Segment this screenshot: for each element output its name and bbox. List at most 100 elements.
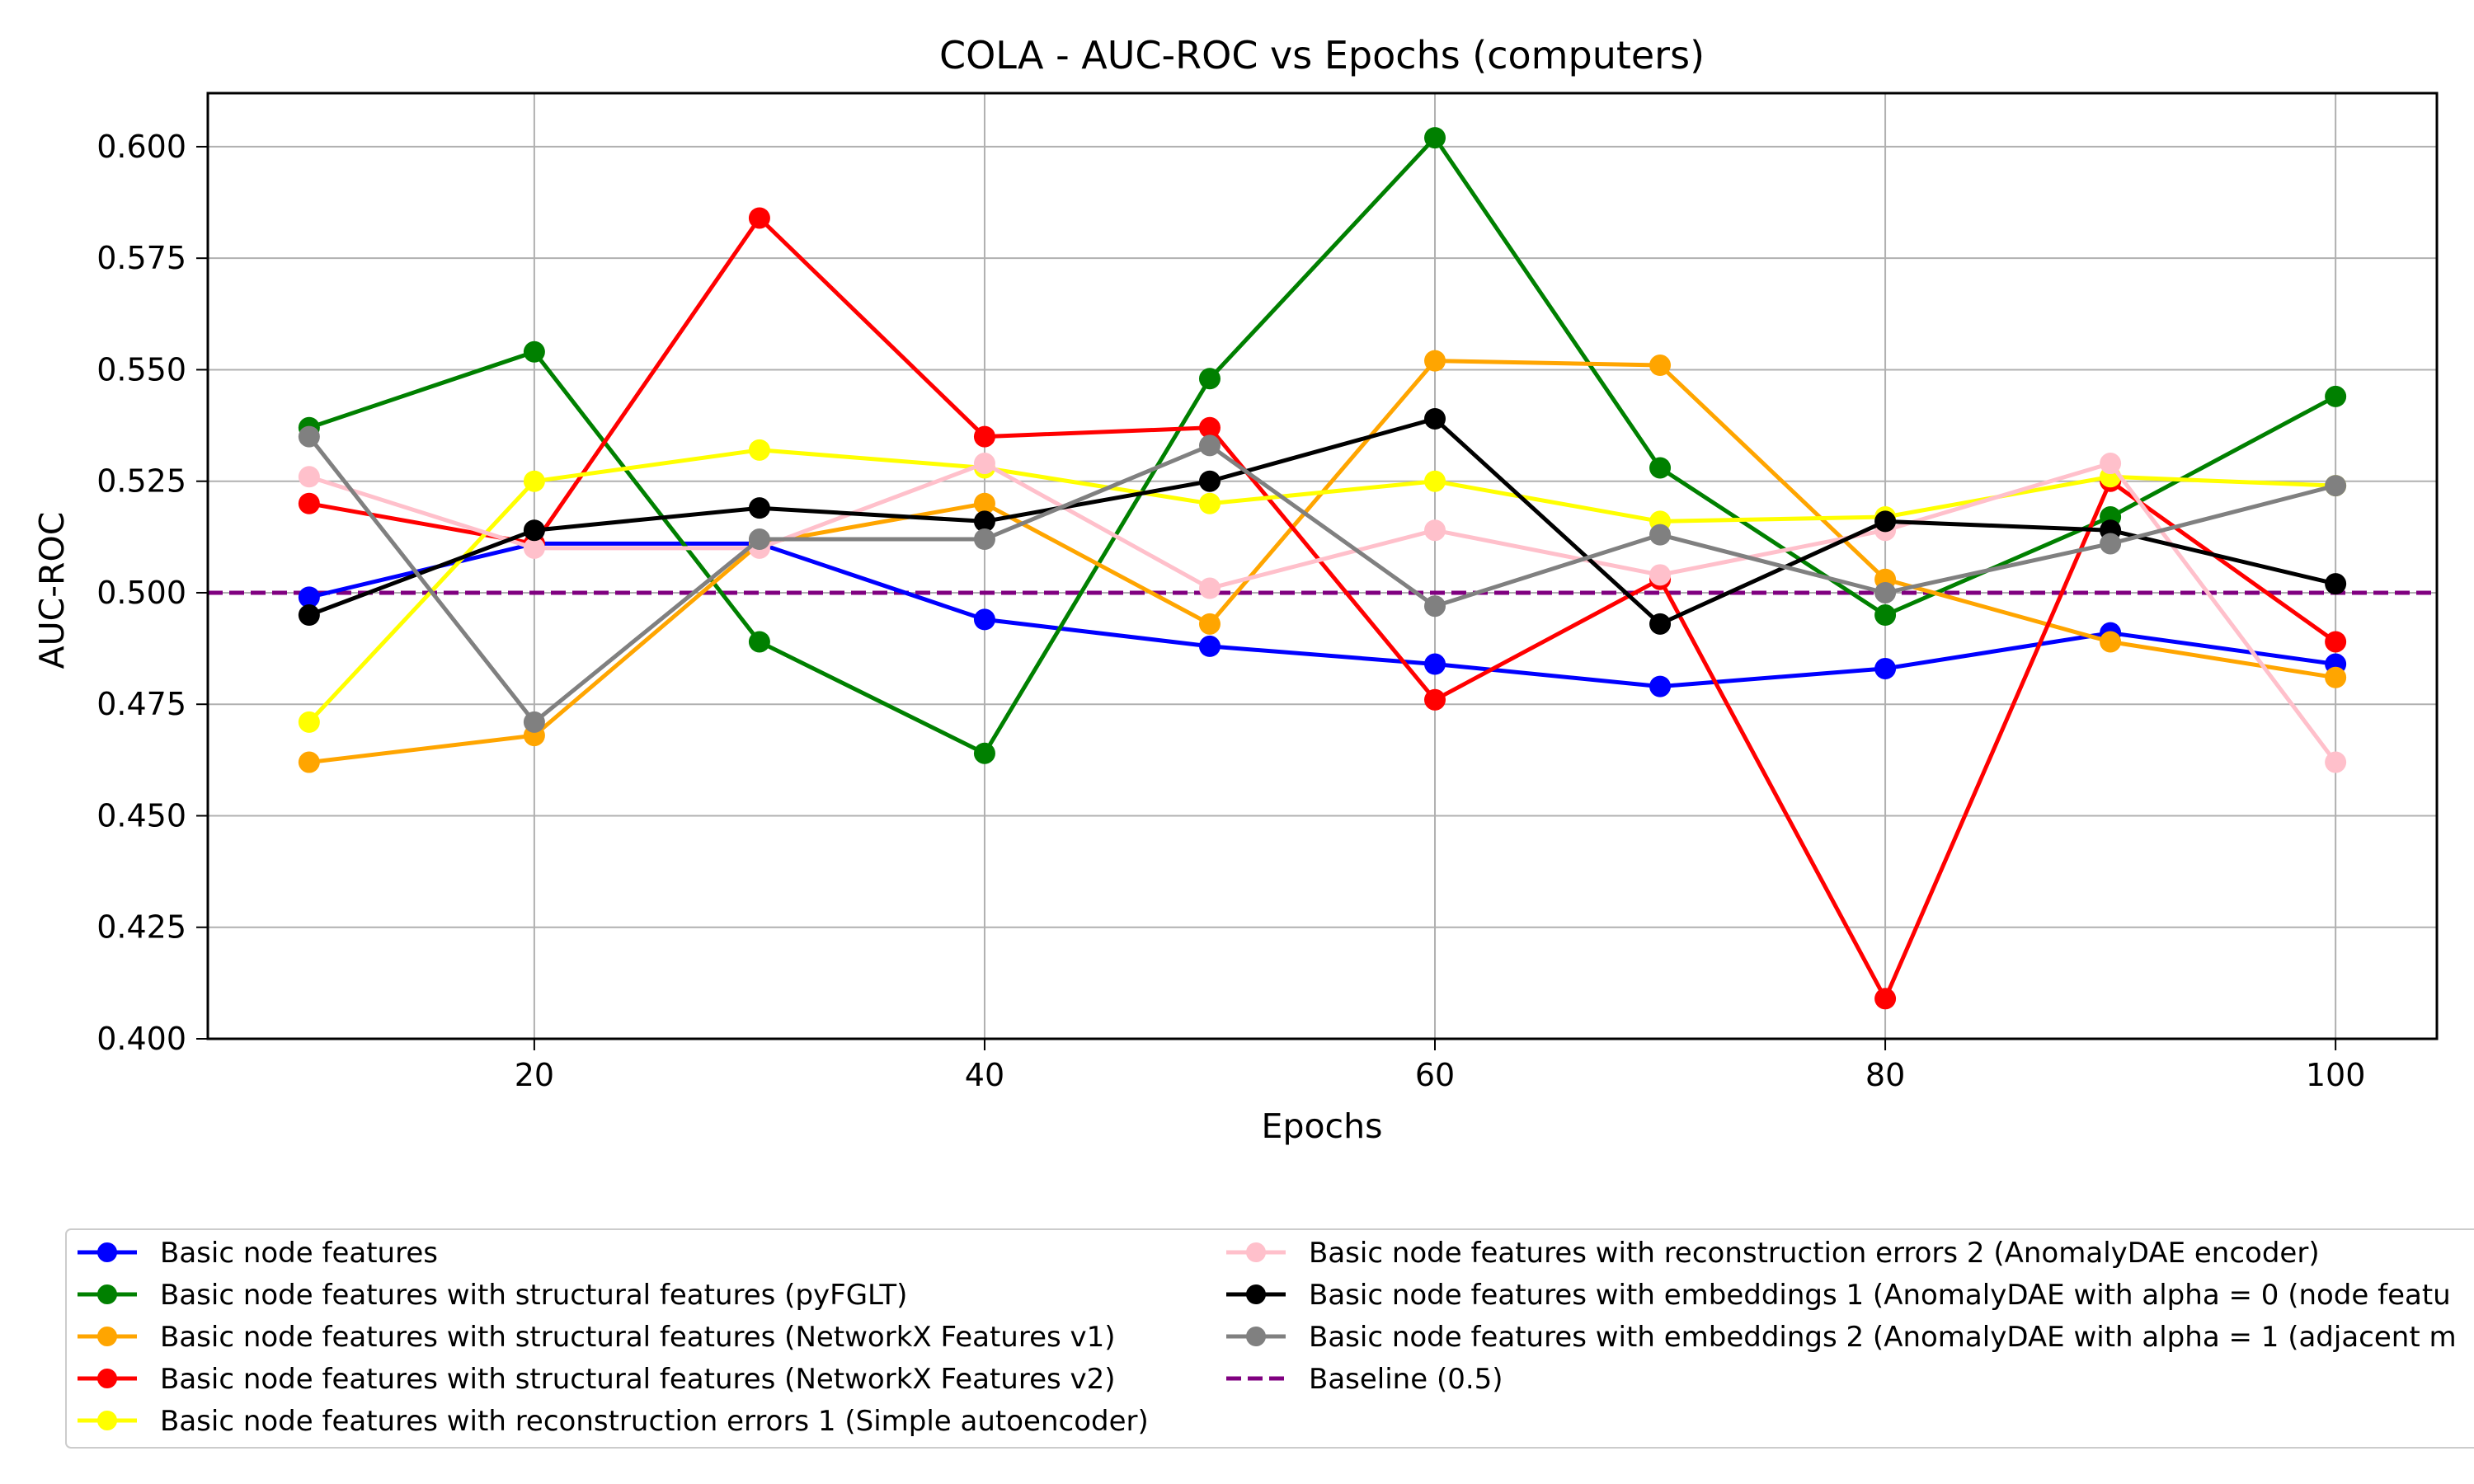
data-point [2325,475,2347,497]
data-point [1424,407,1446,430]
legend-label: Basic node features [160,1237,438,1270]
legend-label: Basic node features with structural feat… [160,1363,1116,1396]
data-point [973,742,995,764]
data-point [1874,604,1897,627]
legend-swatch-marker [97,1411,117,1430]
legend-label: Basic node features with reconstruction … [160,1405,1149,1438]
data-point [298,425,320,448]
legend-entry: Basic node features with structural feat… [78,1321,1116,1354]
series-line [307,435,2336,725]
data-point [748,497,770,519]
data-point [1874,657,1897,679]
legend-entry: Basic node features with embeddings 2 (A… [1226,1321,2457,1354]
data-point [523,537,545,559]
x-tick-label: 40 [965,1057,1004,1093]
y-tick-label: 0.500 [96,575,186,611]
legend-swatch-marker [97,1242,117,1262]
x-tick-label: 100 [2306,1057,2366,1093]
data-point [1874,988,1897,1010]
data-point [1649,355,1672,377]
y-tick-label: 0.600 [96,129,186,165]
legend-entry: Basic node features with reconstruction … [1226,1237,2320,1270]
series-line [308,135,2337,756]
data-point [298,604,320,627]
data-point [2325,666,2347,688]
data-point [973,425,995,448]
data-point [1649,675,1672,697]
data-point [2100,533,2122,555]
data-point [1198,434,1221,457]
legend-swatch-marker [1246,1242,1266,1262]
data-point [2100,631,2122,653]
series-2 [298,127,2347,764]
legend-swatch-marker [97,1369,117,1388]
x-tick-label: 80 [1865,1057,1905,1093]
series-line [308,541,2336,689]
y-axis-label: AUC-ROC [32,512,72,669]
series-6 [298,453,2347,773]
legend-swatch-marker [1246,1327,1266,1346]
legend-label: Basic node features with embeddings 1 (A… [1309,1279,2451,1312]
data-point [523,711,545,733]
legend-entry: Basic node features with structural feat… [78,1279,907,1312]
data-point [1649,564,1672,586]
data-point [298,492,320,514]
data-point [1198,635,1221,657]
y-tick-label: 0.425 [96,909,186,946]
plot-frame [206,92,2439,1040]
legend-swatch-marker [97,1284,117,1304]
data-point [1424,127,1446,149]
data-point [1424,595,1446,618]
y-tick-label: 0.450 [96,797,186,834]
data-point [1198,613,1221,635]
data-point [748,528,770,551]
data-point [973,510,995,533]
data-point [1874,581,1897,603]
data-point [748,631,770,653]
data-point [1874,510,1897,533]
series-layer [298,127,2347,1010]
data-point [1198,577,1221,599]
data-point [2325,573,2347,595]
ticks: 20 40 60 80 100 0.400 0.425 0.450 0.475 0.500 0.52… [96,129,2365,1093]
legend-entry: Basic node features [78,1237,438,1270]
legend-items: Basic node features Basic node features w… [78,1237,2457,1438]
legend-label: Basic node features with structural feat… [160,1321,1116,1354]
series-7 [298,407,2347,635]
data-point [1424,350,1446,372]
data-point [1198,368,1221,390]
data-point [748,207,770,229]
data-point [298,711,320,733]
data-point [1649,457,1672,479]
data-point [973,453,995,475]
legend-entry: Basic node features with structural feat… [78,1363,1116,1396]
series-line [308,448,2336,724]
legend-label: Baseline (0.5) [1309,1363,1503,1396]
data-point [973,528,995,551]
legend-swatch-marker [1246,1284,1266,1304]
legend-entry: Baseline (0.5) [1226,1363,1503,1396]
data-point [298,586,320,608]
legend: Basic node features Basic node features w… [65,1228,2474,1449]
data-point [1424,470,1446,492]
legend-label: Basic node features with embeddings 2 (A… [1309,1321,2457,1354]
legend-label: Basic node features with structural feat… [160,1279,907,1312]
series-4 [298,207,2347,1010]
data-point [298,751,320,773]
x-tick-label: 20 [515,1057,554,1093]
data-point [1424,688,1446,711]
data-point [2100,453,2122,475]
data-point [1424,519,1446,542]
data-point [523,340,545,363]
data-point [298,466,320,488]
legend-label: Basic node features with reconstruction … [1309,1237,2320,1270]
x-tick-label: 60 [1415,1057,1455,1093]
data-point [523,519,545,542]
data-point [1198,470,1221,492]
series-line [308,416,2336,627]
data-point [1649,613,1672,635]
data-point [973,608,995,631]
data-point [2325,631,2347,653]
y-tick-label: 0.525 [96,463,186,500]
legend-entry: Basic node features with embeddings 1 (A… [1226,1279,2451,1312]
